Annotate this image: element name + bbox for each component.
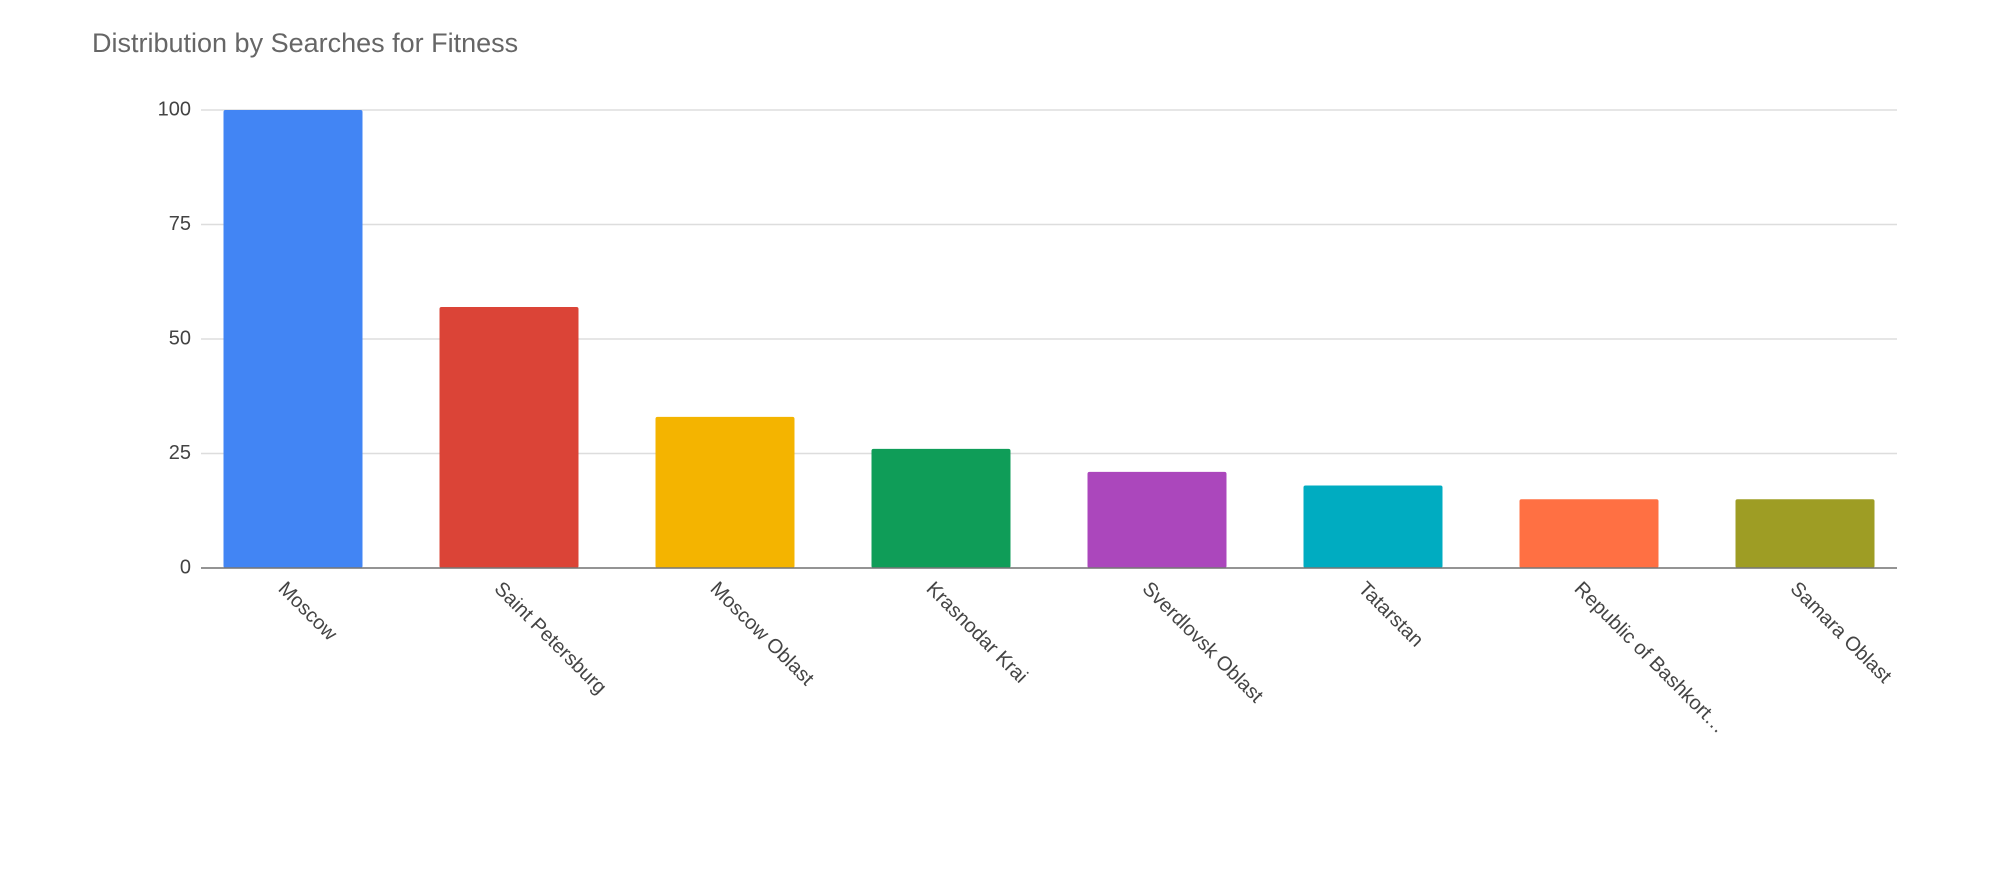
x-tick-label: Saint Petersburg xyxy=(490,578,611,699)
x-tick-label: Moscow xyxy=(274,578,342,646)
x-tick-label: Moscow Oblast xyxy=(706,578,819,691)
y-tick-label: 0 xyxy=(180,556,191,578)
x-tick-label: Tatarstan xyxy=(1354,578,1428,652)
bar xyxy=(1519,499,1659,568)
chart-title: Distribution by Searches for Fitness xyxy=(92,28,518,58)
y-tick-label: 50 xyxy=(169,327,191,349)
bar xyxy=(1087,471,1227,568)
x-tick-label: Sverdlovsk Oblast xyxy=(1138,578,1268,708)
bar xyxy=(439,306,579,568)
x-tick-label: Samara Oblast xyxy=(1786,578,1896,688)
bar xyxy=(655,416,795,568)
x-tick-label: Krasnodar Krai xyxy=(922,578,1032,688)
bar xyxy=(1735,499,1875,568)
x-tick-label: Republic of Bashkort… xyxy=(1570,578,1730,738)
bar xyxy=(223,110,363,568)
y-tick-label: 25 xyxy=(169,442,191,464)
y-tick-label: 75 xyxy=(169,213,191,235)
bar xyxy=(1303,485,1443,568)
y-tick-label: 100 xyxy=(158,98,191,120)
bar xyxy=(871,448,1011,568)
